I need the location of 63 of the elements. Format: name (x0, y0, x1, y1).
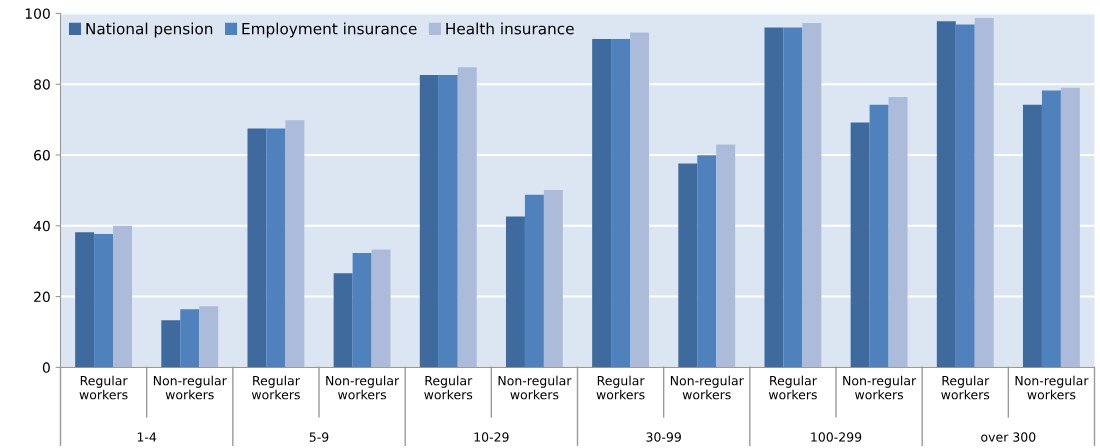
bar (94, 233, 114, 368)
text: 1-4 (137, 432, 157, 442)
bar (974, 18, 994, 368)
bar (457, 67, 477, 368)
bar (936, 21, 956, 368)
bar (1022, 104, 1042, 368)
x-tick-label: Regular workers (79, 375, 128, 400)
bar (524, 194, 544, 368)
bar (850, 122, 870, 368)
x-tick-label: Non-regular workers (498, 375, 572, 400)
x-tick-label: Regular workers (251, 375, 300, 400)
x-tick-label: Regular workers (941, 375, 990, 400)
x-tick-label: Regular workers (424, 375, 473, 400)
bar (1060, 87, 1080, 368)
bar (247, 128, 267, 368)
bar (505, 216, 525, 368)
bar (285, 120, 305, 368)
bar (199, 306, 219, 368)
bar (333, 273, 353, 368)
bar (888, 96, 908, 368)
x-tick-label: Non-regular workers (153, 375, 227, 400)
bar (697, 155, 717, 368)
y-tick-label: 20 (34, 291, 50, 303)
x-tick-label: Non-regular workers (326, 375, 400, 400)
bar (802, 23, 822, 368)
bar (419, 75, 439, 368)
bar (783, 27, 803, 368)
bar (955, 24, 975, 368)
x-tick-label: Non-regular workers (1015, 375, 1089, 400)
text: 100-299 (811, 432, 862, 442)
bar (161, 320, 181, 368)
text: 30-99 (646, 432, 681, 442)
y-tick-label: 80 (34, 79, 50, 90)
y-tick-label: 0 (42, 362, 50, 373)
bar (352, 253, 372, 368)
legend-label: Health insurance (446, 22, 574, 35)
bar (869, 104, 889, 368)
x-tick-label: Regular workers (596, 375, 645, 400)
bar (716, 144, 736, 368)
bar (592, 38, 612, 368)
legend-label: Employment insurance (242, 22, 417, 38)
bar (180, 309, 200, 368)
x-tick-label: Non-regular workers (670, 375, 744, 400)
x-tick-label: Regular workers (768, 375, 817, 400)
bar (1041, 90, 1061, 368)
bar (75, 232, 95, 368)
bar (438, 75, 458, 368)
bar (113, 225, 133, 368)
bar (266, 128, 286, 368)
y-tick-label: 40 (33, 220, 50, 232)
x-tick-label: Non-regular workers (843, 375, 917, 400)
bar (678, 163, 698, 368)
legend-label: National pension (86, 22, 213, 38)
y-tick-label: 60 (34, 149, 50, 161)
bar (611, 38, 631, 368)
bar (764, 27, 784, 368)
bar (630, 32, 650, 368)
text: over 300 (981, 432, 1036, 442)
y-tick-label: 100 (25, 8, 50, 19)
bar (371, 249, 391, 368)
text: 5-9 (309, 432, 329, 442)
bar (543, 190, 563, 368)
text: 10-29 (474, 432, 509, 442)
